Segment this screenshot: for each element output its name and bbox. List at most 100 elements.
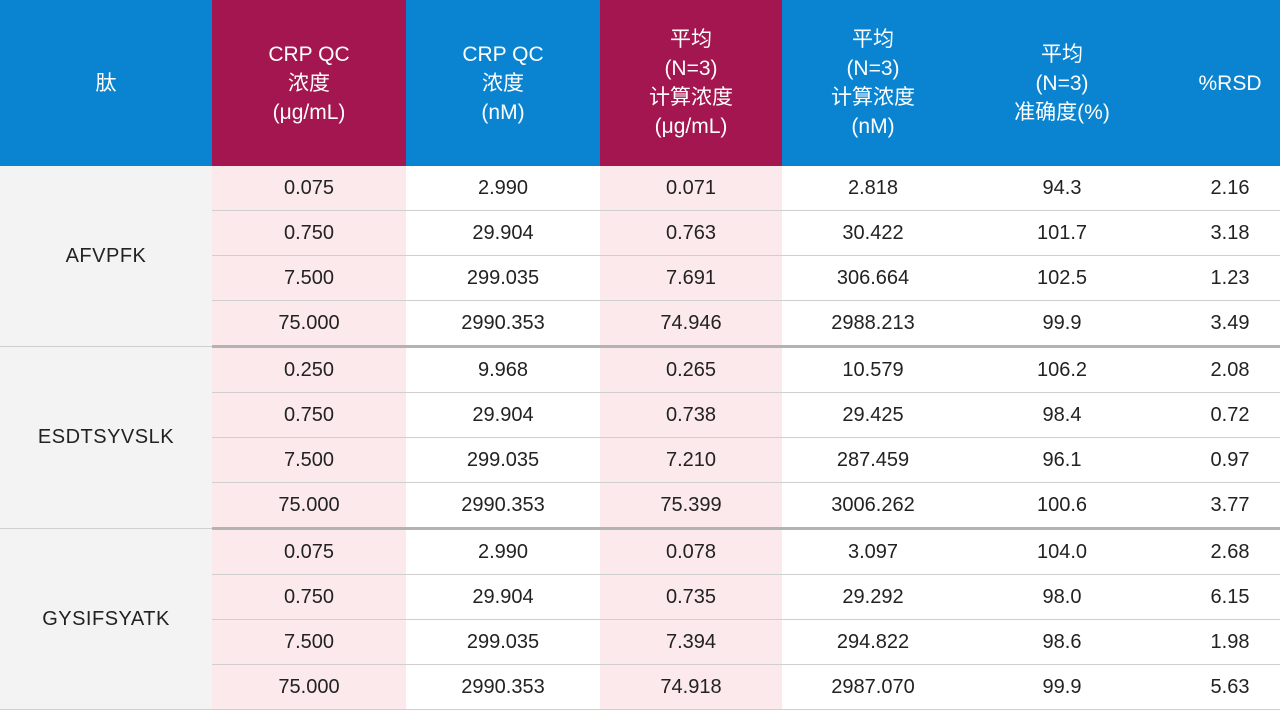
data-cell: 0.735 — [600, 574, 782, 620]
data-cell: 0.250 — [212, 346, 406, 393]
table-body: AFVPFK 0.075 2.990 0.071 2.818 94.3 2.16 0.750 2… — [0, 166, 1280, 710]
header-peptide: 肽 — [0, 0, 212, 166]
data-cell: 29.904 — [406, 210, 600, 256]
data-cell: 3.097 — [782, 528, 964, 575]
header-row: 肽 CRP QC 浓度 (μg/mL) CRP QC 浓度 (nM) 平均 (N=3) 计算浓度 (… — [0, 0, 1280, 166]
data-cell: 98.0 — [964, 574, 1160, 620]
data-cell: 3.49 — [1160, 300, 1280, 348]
data-cell: 0.97 — [1160, 437, 1280, 483]
data-cell: 2.990 — [406, 528, 600, 575]
data-cell: 75.399 — [600, 482, 782, 530]
table-row: 75.000 2990.353 75.399 3006.262 100.6 3.77 — [0, 482, 1280, 530]
data-cell: 2.990 — [406, 166, 600, 211]
data-cell: 100.6 — [964, 482, 1160, 530]
data-cell: 2987.070 — [782, 664, 964, 710]
data-cell: 99.9 — [964, 664, 1160, 710]
data-cell: 0.763 — [600, 210, 782, 256]
table-row: 75.000 2990.353 74.946 2988.213 99.9 3.49 — [0, 300, 1280, 348]
table-row: 0.750 29.904 0.735 29.292 98.0 6.15 — [0, 574, 1280, 620]
data-cell: 2.68 — [1160, 528, 1280, 575]
header-text-line: 平均 — [670, 28, 712, 51]
header-text-line: 准确度(%) — [1014, 100, 1110, 124]
data-cell: 7.394 — [600, 619, 782, 665]
data-cell: 29.904 — [406, 392, 600, 438]
header-text-line: 平均 — [1041, 42, 1083, 66]
header-text-line: (nM) — [481, 100, 525, 124]
data-cell: 0.075 — [212, 528, 406, 575]
data-cell: 2990.353 — [406, 664, 600, 710]
data-cell: 98.4 — [964, 392, 1160, 438]
header-text-line: (nM) — [851, 115, 895, 138]
data-cell: 5.63 — [1160, 664, 1280, 710]
header-text-line: CRP QC — [268, 42, 350, 66]
data-cell: 2.08 — [1160, 346, 1280, 393]
data-cell: 299.035 — [406, 255, 600, 301]
data-cell: 94.3 — [964, 166, 1160, 211]
table-row: 7.500 299.035 7.394 294.822 98.6 1.98 — [0, 619, 1280, 665]
data-cell: 9.968 — [406, 346, 600, 393]
header-text-line: CRP QC — [462, 42, 544, 66]
data-cell: 75.000 — [212, 482, 406, 530]
data-cell: 74.946 — [600, 300, 782, 348]
data-cell: 29.904 — [406, 574, 600, 620]
header-text-line: (N=3) — [1035, 71, 1089, 95]
table-row: ESDTSYVSLK 0.250 9.968 0.265 10.579 106.2 2.08 — [0, 346, 1280, 529]
data-cell: 75.000 — [212, 300, 406, 348]
data-cell: 2990.353 — [406, 482, 600, 530]
data-cell: 2.16 — [1160, 166, 1280, 211]
header-rsd: %RSD — [1160, 0, 1280, 166]
header-mean-calc-conc-ugml: 平均 (N=3) 计算浓度 (μg/mL) — [600, 0, 782, 166]
data-cell: 7.500 — [212, 255, 406, 301]
data-cell: 104.0 — [964, 528, 1160, 575]
header-text-line: 平均 — [852, 28, 894, 51]
header-text-line: 浓度 — [288, 71, 330, 95]
peptide-name-cell: ESDTSYVSLK — [0, 346, 212, 529]
data-cell: 7.210 — [600, 437, 782, 483]
data-cell: 3006.262 — [782, 482, 964, 530]
data-cell: 3.18 — [1160, 210, 1280, 256]
data-cell: 0.071 — [600, 166, 782, 211]
data-cell: 1.23 — [1160, 255, 1280, 301]
header-text-line: 计算浓度 — [649, 86, 733, 109]
data-cell: 10.579 — [782, 346, 964, 393]
table-row: 0.750 29.904 0.738 29.425 98.4 0.72 — [0, 392, 1280, 438]
data-cell: 299.035 — [406, 619, 600, 665]
header-qc-conc-nm: CRP QC 浓度 (nM) — [406, 0, 600, 166]
data-cell: 7.500 — [212, 437, 406, 483]
header-text-line: %RSD — [1198, 71, 1262, 95]
data-cell: 0.750 — [212, 392, 406, 438]
header-text-line: (N=3) — [846, 57, 900, 80]
table-header: 肽 CRP QC 浓度 (μg/mL) CRP QC 浓度 (nM) 平均 (N=3) 计算浓度 (… — [0, 0, 1280, 166]
data-cell: 74.918 — [600, 664, 782, 710]
peptide-name-cell: GYSIFSYATK — [0, 528, 212, 710]
data-cell: 0.265 — [600, 346, 782, 393]
header-mean-calc-conc-nm: 平均 (N=3) 计算浓度 (nM) — [782, 0, 964, 166]
table-row: 7.500 299.035 7.691 306.664 102.5 1.23 — [0, 255, 1280, 301]
data-cell: 0.078 — [600, 528, 782, 575]
table-row: 0.750 29.904 0.763 30.422 101.7 3.18 — [0, 210, 1280, 256]
table-row: GYSIFSYATK 0.075 2.990 0.078 3.097 104.0 2.68 — [0, 528, 1280, 710]
data-cell: 1.98 — [1160, 619, 1280, 665]
data-cell: 0.738 — [600, 392, 782, 438]
data-cell: 30.422 — [782, 210, 964, 256]
header-text-line: (μg/mL) — [272, 100, 346, 124]
data-cell: 0.750 — [212, 574, 406, 620]
data-cell: 29.425 — [782, 392, 964, 438]
data-cell: 29.292 — [782, 574, 964, 620]
data-cell: 99.9 — [964, 300, 1160, 348]
header-qc-conc-ugml: CRP QC 浓度 (μg/mL) — [212, 0, 406, 166]
header-text-line: (μg/mL) — [654, 115, 728, 138]
data-cell: 0.075 — [212, 166, 406, 211]
data-cell: 287.459 — [782, 437, 964, 483]
data-cell: 2990.353 — [406, 300, 600, 348]
header-text-line: 计算浓度 — [831, 86, 915, 109]
data-cell: 0.750 — [212, 210, 406, 256]
data-cell: 299.035 — [406, 437, 600, 483]
table-row: 75.000 2990.353 74.918 2987.070 99.9 5.63 — [0, 664, 1280, 710]
data-cell: 2988.213 — [782, 300, 964, 348]
header-text-line: (N=3) — [664, 57, 718, 80]
data-cell: 7.500 — [212, 619, 406, 665]
data-cell: 102.5 — [964, 255, 1160, 301]
header-text-line: 肽 — [95, 71, 117, 95]
